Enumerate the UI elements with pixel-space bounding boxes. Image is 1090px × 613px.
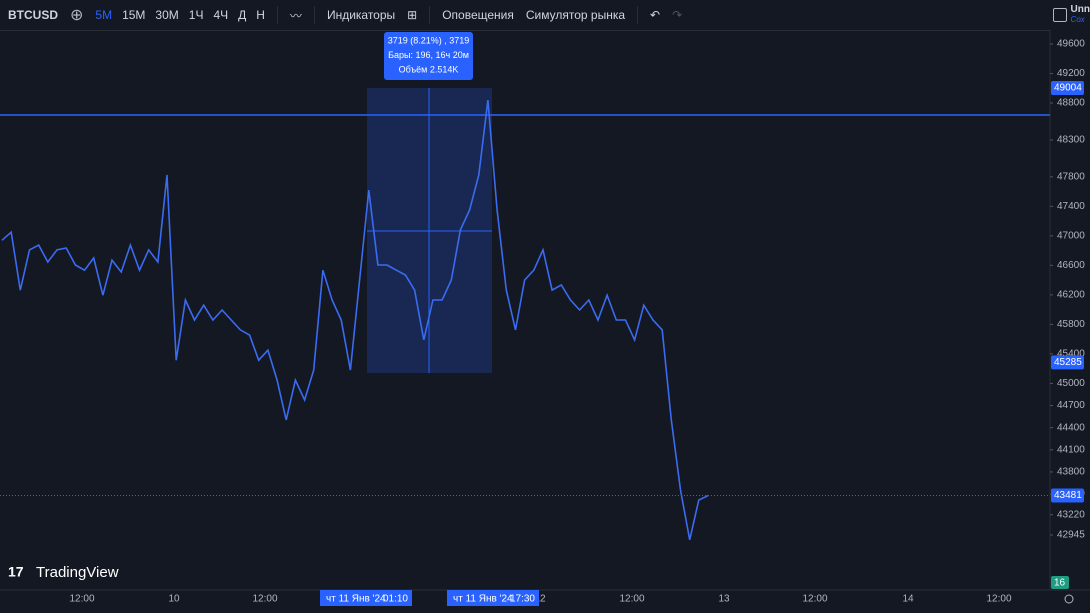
- add-symbol[interactable]: ⊕: [70, 7, 84, 24]
- x-tick-label: 12:00: [252, 594, 277, 605]
- x-tick-label: 13: [718, 594, 730, 605]
- interval[interactable]: 15M: [122, 8, 146, 22]
- redo[interactable]: ↷: [672, 8, 683, 22]
- y-tick-label: 45400: [1057, 349, 1085, 360]
- measure-tooltip-line: 3719 (8.21%) , 3719: [388, 35, 470, 45]
- volume-label: 16: [1054, 578, 1066, 589]
- measure-tooltip-bg: [384, 32, 473, 80]
- interval[interactable]: Д: [238, 8, 247, 22]
- x-tick-label: 12: [534, 594, 546, 605]
- y-tick-label: 43800: [1057, 467, 1085, 478]
- y-tick-label: 42945: [1057, 530, 1085, 541]
- y-tick-label: 47400: [1057, 201, 1085, 212]
- y-tick-label: 48800: [1057, 98, 1085, 109]
- measure-tooltip-line: Бары: 196, 16ч 20м: [388, 50, 469, 60]
- toolbar: BTCUSD ⊕ 5M 15M 30M 1Ч 4Ч Д Н 〰 Индикаторы ⊞ О…: [0, 0, 1090, 31]
- interval[interactable]: 1Ч: [188, 8, 204, 22]
- y-tick-label: 49200: [1057, 68, 1085, 79]
- chart-style[interactable]: 〰: [289, 8, 302, 23]
- price-line: [1, 100, 709, 540]
- y-tick-label: 49600: [1057, 39, 1085, 50]
- y-tick-label: 48300: [1057, 135, 1085, 146]
- y-tick-label: 43220: [1057, 509, 1085, 520]
- interval[interactable]: Н: [256, 8, 265, 22]
- x-tick-label: 10: [168, 594, 180, 605]
- symbol[interactable]: BTCUSD: [8, 8, 58, 22]
- y-tick-label: 45800: [1057, 319, 1085, 330]
- crosshair-time-bg: [320, 590, 412, 606]
- layout[interactable]: Unn Сох: [1071, 5, 1090, 25]
- logo-mark: 17: [8, 564, 24, 580]
- y-tick-label: 44400: [1057, 422, 1085, 433]
- interval[interactable]: 30M: [155, 8, 179, 22]
- y-tick-label: 47800: [1057, 171, 1085, 182]
- measure-tooltip-line: Объём 2.514K: [399, 64, 459, 74]
- settings-icon: [1064, 594, 1074, 604]
- alerts[interactable]: Оповещения: [442, 8, 514, 22]
- indicators[interactable]: Индикаторы: [326, 8, 396, 22]
- y-tick-label: 44100: [1057, 444, 1085, 455]
- volume-label-bg: [1051, 576, 1069, 589]
- x-tick-label: 12:00: [69, 594, 94, 605]
- x-tick-label: 12:00: [986, 594, 1011, 605]
- intervals: 5M 15M 30M 1Ч 4Ч Д Н: [95, 8, 265, 22]
- price-axis: [1050, 30, 1090, 613]
- price-label: 49004: [1054, 83, 1082, 94]
- interval[interactable]: 5M: [95, 8, 113, 22]
- crosshair-time-bg: [447, 590, 539, 606]
- y-tick-label: 46200: [1057, 290, 1085, 301]
- chart: 49600 49200 48800 48300 47800 47400 47000 46600…: [0, 30, 1090, 613]
- layout-sub: Сох: [1070, 15, 1085, 24]
- interval[interactable]: 4Ч: [213, 8, 229, 22]
- price-label: 43481: [1054, 490, 1082, 501]
- undo[interactable]: ↶: [650, 8, 661, 22]
- y-tick-label: 46600: [1057, 260, 1085, 271]
- x-tick-label: 14: [902, 594, 914, 605]
- crosshair-time: 01:10: [383, 594, 408, 605]
- crosshair-time: 17:30: [510, 594, 535, 605]
- logo: TradingView: [36, 564, 119, 581]
- layout-name: Unn: [1070, 4, 1090, 15]
- crosshair-date: чт 11 Янв '24: [453, 594, 513, 605]
- y-tick-label: 44700: [1057, 400, 1085, 411]
- x-tick-label: 12:00: [802, 594, 827, 605]
- price-label: 45285: [1054, 357, 1082, 368]
- templates[interactable]: ⊞: [407, 8, 418, 22]
- crosshair-date: чт 11 Янв '24: [326, 594, 386, 605]
- y-tick-label: 45000: [1057, 378, 1085, 389]
- price-label-bg: [1051, 488, 1084, 503]
- layout-icon[interactable]: [1052, 8, 1067, 22]
- price-label-bg: [1051, 80, 1084, 95]
- price-label-bg: [1051, 355, 1084, 370]
- x-tick-label: 12:00: [619, 594, 644, 605]
- replay[interactable]: Симулятор рынка: [525, 8, 626, 22]
- y-tick-label: 47000: [1057, 230, 1085, 241]
